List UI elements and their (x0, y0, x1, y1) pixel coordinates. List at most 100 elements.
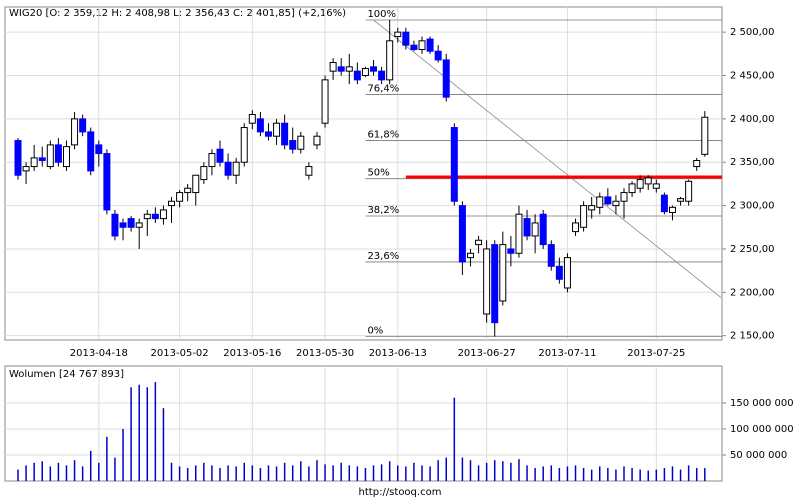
fib-label: 0% (367, 326, 383, 337)
fib-label: 50% (367, 168, 389, 179)
candle-body (62, 146, 70, 168)
candle-body (159, 209, 167, 220)
x-tick-label: 2013-05-02 (151, 348, 209, 359)
candle-body (22, 166, 30, 172)
candle-body (111, 213, 119, 237)
candle-body (248, 114, 256, 124)
candle-body (531, 222, 539, 237)
candle-body (507, 248, 515, 254)
candle-body (636, 179, 644, 189)
candle-body (620, 192, 628, 202)
y-tick-label: 2 250,00 (730, 244, 775, 255)
candle-body (289, 140, 297, 150)
candle-body (208, 153, 216, 168)
candle-body (555, 265, 563, 280)
candle-body (426, 38, 434, 52)
candle-body (378, 70, 386, 81)
fib-label: 38,2% (367, 205, 399, 216)
candle-body (483, 248, 491, 315)
trend-line (373, 19, 722, 298)
candle-body (54, 144, 62, 163)
candle-body (143, 213, 151, 220)
candle-body (402, 31, 410, 46)
candle-body (119, 222, 127, 228)
candle-body (677, 198, 685, 202)
candle-body (547, 244, 555, 267)
candle-body (297, 135, 305, 150)
candle-body (87, 131, 95, 172)
candle-body (71, 118, 79, 146)
candle-body (224, 161, 232, 176)
candle-body (200, 166, 208, 181)
x-tick-label: 2013-05-30 (296, 348, 354, 359)
y-tick-label: 2 400,00 (730, 114, 775, 125)
candle-body (321, 79, 329, 124)
candle-body (539, 213, 547, 246)
candle-body (596, 196, 604, 208)
x-tick-label: 2013-04-18 (70, 348, 128, 359)
y-tick-label: 2 500,00 (730, 27, 775, 38)
candle-body (151, 213, 159, 220)
candle-body (95, 144, 103, 155)
candle-body (38, 157, 46, 161)
candle-body (232, 161, 240, 176)
candle-body (515, 213, 523, 254)
candle-body (216, 148, 224, 163)
candle-body (79, 118, 87, 133)
candle-body (458, 205, 466, 263)
x-tick-label: 2013-07-25 (627, 348, 685, 359)
x-tick-label: 2013-05-16 (223, 348, 281, 359)
candle-body (588, 205, 596, 211)
candle-body (240, 127, 248, 163)
candle-body (499, 244, 507, 302)
candle-body (361, 68, 369, 77)
y-tick-label: 150 000 000 (730, 398, 794, 409)
candle-body (491, 244, 499, 324)
candle-body (370, 66, 378, 72)
fib-label: 61,8% (367, 130, 399, 141)
candle-body (685, 180, 693, 202)
candle-body (353, 70, 361, 81)
candle-body (612, 200, 620, 207)
candle-body (30, 157, 38, 168)
candle-body (701, 116, 709, 155)
candle-body (475, 239, 483, 246)
candle-body (345, 66, 353, 72)
candle-body (693, 159, 701, 168)
candle-body (386, 40, 394, 81)
candle-body (103, 153, 111, 211)
candle-body (305, 166, 313, 176)
candle-body (127, 218, 135, 228)
y-tick-label: 2 450,00 (730, 71, 775, 82)
candle-body (580, 205, 588, 228)
candle-body (604, 196, 612, 205)
x-tick-label: 2013-07-11 (538, 348, 596, 359)
fib-label: 23,6% (367, 251, 399, 262)
candle-body (264, 131, 272, 137)
fib-label: 100% (367, 9, 396, 20)
candle-body (563, 257, 571, 289)
y-tick-label: 50 000 000 (730, 450, 787, 461)
candle-body (176, 192, 184, 202)
volume-title: Wolumen [24 767 893] (9, 369, 124, 380)
candle-body (628, 183, 636, 194)
candle-body (313, 135, 321, 146)
candle-body (273, 122, 281, 137)
footer: http://stooq.com (359, 487, 442, 498)
candle-body (652, 183, 660, 189)
candle-body (466, 252, 474, 259)
candle-body (135, 222, 143, 228)
candle-body (184, 187, 192, 194)
candle-body (329, 62, 337, 72)
candle-body (14, 140, 22, 176)
y-tick-label: 2 350,00 (730, 157, 775, 168)
y-tick-label: 2 200,00 (730, 287, 775, 298)
candle-body (281, 122, 289, 146)
candle-body (410, 44, 418, 50)
fib-label: 76,4% (367, 84, 399, 95)
candle-body (660, 194, 668, 213)
y-tick-label: 2 150,00 (730, 331, 775, 342)
candle-body (168, 200, 176, 207)
